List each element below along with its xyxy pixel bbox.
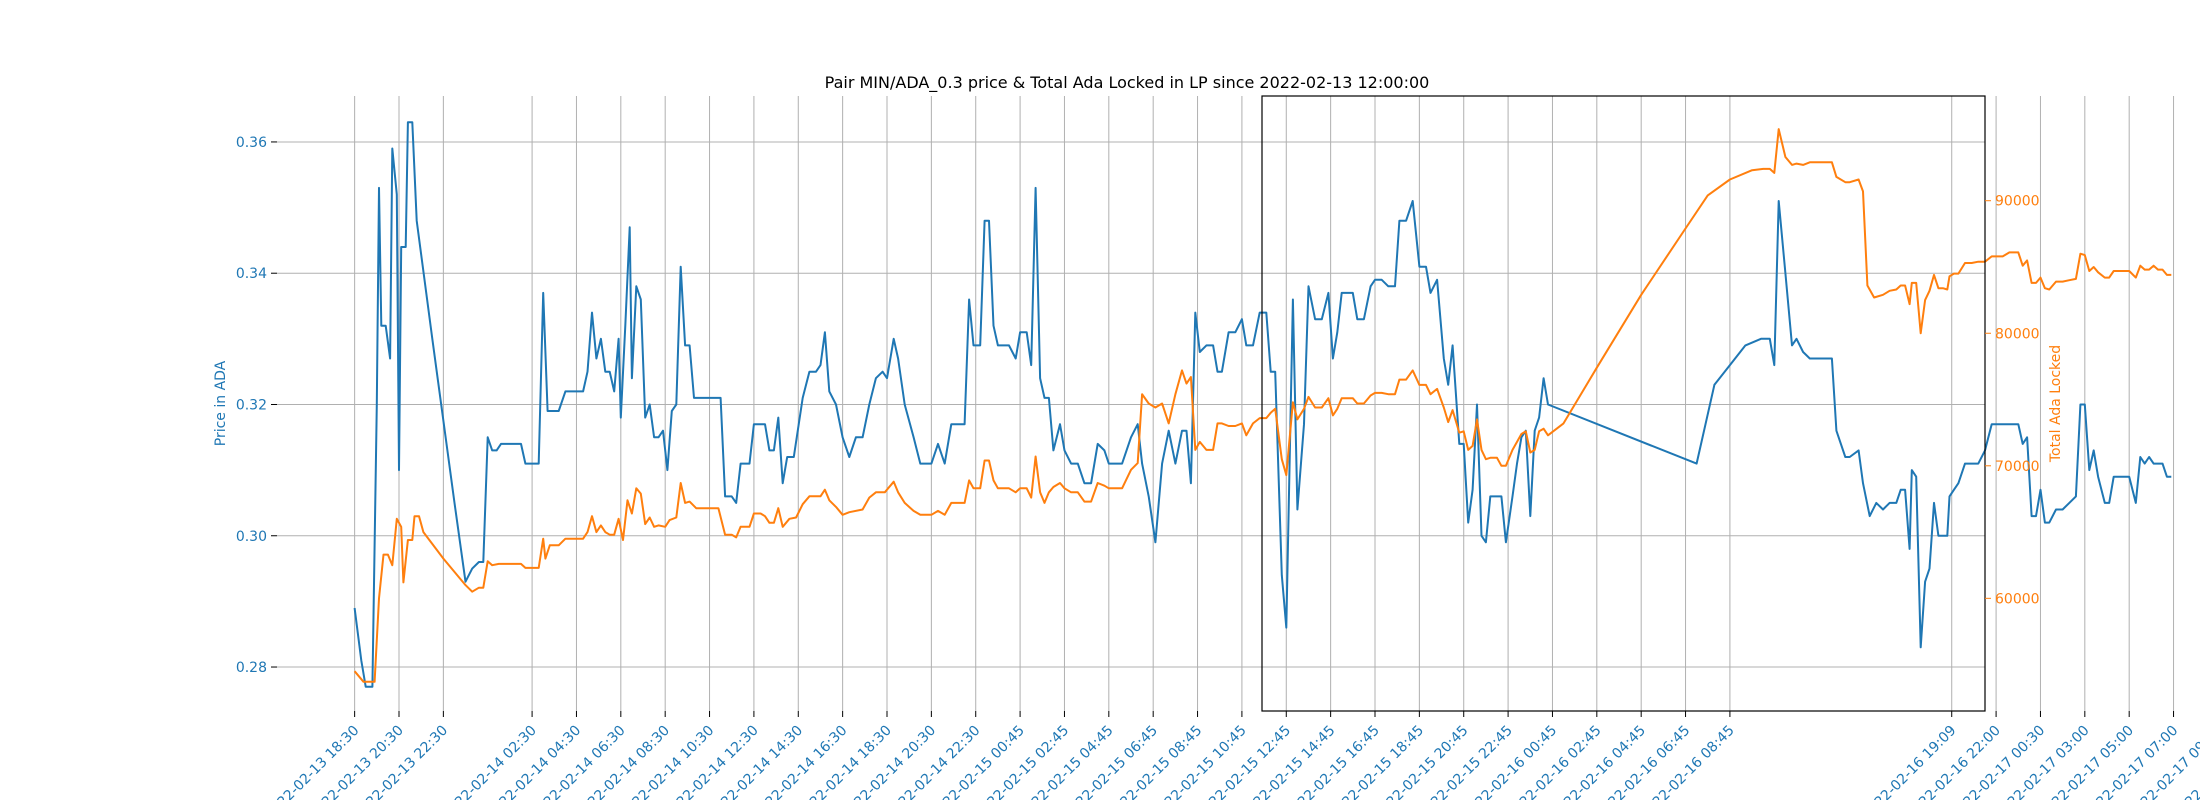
- y-tick-label-left: 0.32: [236, 397, 267, 413]
- plot-frame: [1261, 95, 1986, 712]
- y-tick-label-right: 80000: [1995, 326, 2040, 342]
- chart-title: Pair MIN/ADA_0.3 price & Total Ada Locke…: [825, 73, 1430, 93]
- y-tick-label-left: 0.28: [236, 660, 267, 676]
- y-tick-label-left: 0.30: [236, 529, 267, 545]
- y-tick-label-right: 60000: [1995, 591, 2040, 607]
- series-line-total-ada-locked: [353, 128, 2172, 683]
- grid-layer: [277, 96, 2175, 711]
- y-tick-label-right: 70000: [1995, 459, 2040, 475]
- y-tick-label-right: 90000: [1995, 194, 2040, 210]
- series-line-price: [353, 121, 2172, 688]
- series-layer: [353, 121, 2172, 688]
- y-tick-label-left: 0.36: [236, 135, 267, 151]
- y-tick-label-left: 0.34: [236, 266, 267, 282]
- y-axis-label-left: Price in ADA: [213, 360, 229, 446]
- y-axis-label-right: Total Ada Locked: [2048, 345, 2064, 463]
